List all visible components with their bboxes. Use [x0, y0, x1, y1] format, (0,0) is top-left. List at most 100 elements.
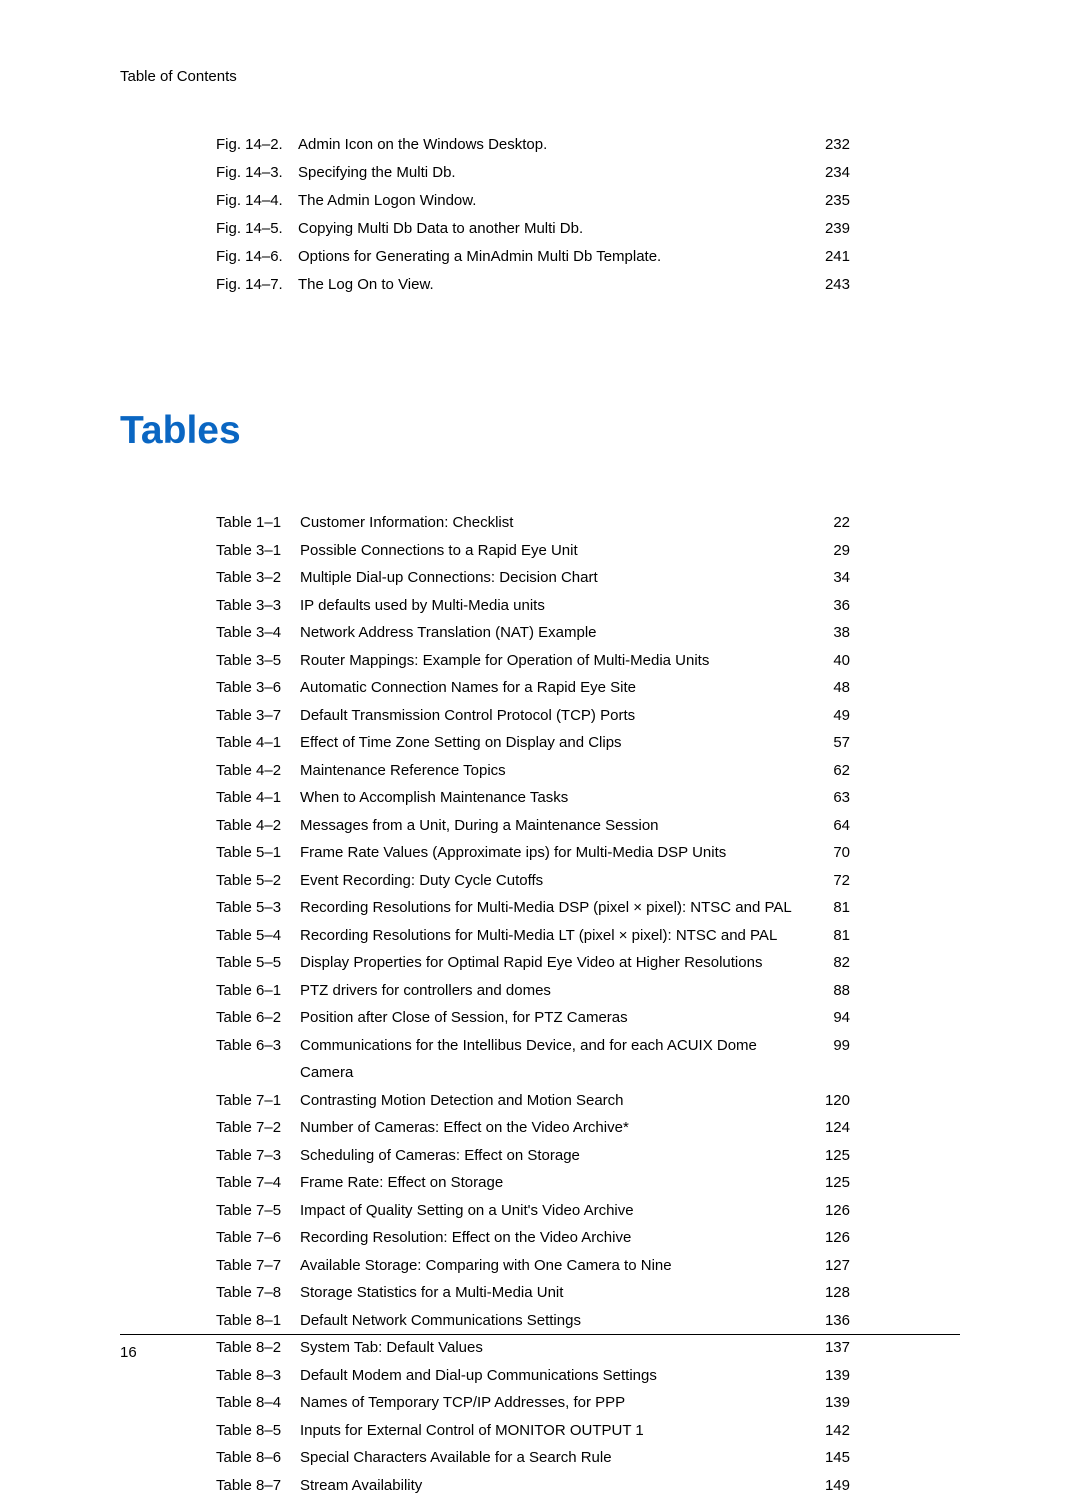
table-id: Table 8–3 — [216, 1362, 300, 1390]
figure-entry: Fig. 14–2.Admin Icon on the Windows Desk… — [216, 131, 850, 159]
table-page: 136 — [810, 1307, 850, 1335]
table-title: Frame Rate Values (Approximate ips) for … — [300, 839, 810, 867]
table-page: 81 — [810, 894, 850, 922]
figure-id: Fig. 14–2. — [216, 131, 298, 159]
table-entry: Table 6–3Communications for the Intellib… — [216, 1032, 850, 1087]
figure-id: Fig. 14–3. — [216, 159, 298, 187]
figure-title: Admin Icon on the Windows Desktop. — [298, 131, 810, 159]
table-id: Table 7–5 — [216, 1197, 300, 1225]
table-entry: Table 8–3Default Modem and Dial-up Commu… — [216, 1362, 850, 1390]
table-page: 29 — [810, 537, 850, 565]
table-id: Table 8–4 — [216, 1389, 300, 1417]
figure-title: Specifying the Multi Db. — [298, 159, 810, 187]
table-title: Available Storage: Comparing with One Ca… — [300, 1252, 810, 1280]
table-entry: Table 7–5Impact of Quality Setting on a … — [216, 1197, 850, 1225]
table-entry: Table 3–3IP defaults used by Multi-Media… — [216, 592, 850, 620]
table-title: Recording Resolutions for Multi-Media LT… — [300, 922, 810, 950]
table-page: 88 — [810, 977, 850, 1005]
table-title: Customer Information: Checklist — [300, 509, 810, 537]
table-title: Scheduling of Cameras: Effect on Storage — [300, 1142, 810, 1170]
table-page: 125 — [810, 1142, 850, 1170]
table-id: Table 3–6 — [216, 674, 300, 702]
table-id: Table 7–3 — [216, 1142, 300, 1170]
table-entry: Table 7–7Available Storage: Comparing wi… — [216, 1252, 850, 1280]
table-id: Table 3–3 — [216, 592, 300, 620]
table-page: 125 — [810, 1169, 850, 1197]
table-id: Table 7–1 — [216, 1087, 300, 1115]
figure-page: 241 — [810, 243, 850, 271]
table-id: Table 3–1 — [216, 537, 300, 565]
table-title: Possible Connections to a Rapid Eye Unit — [300, 537, 810, 565]
table-entry: Table 8–2System Tab: Default Values137 — [216, 1334, 850, 1362]
table-id: Table 3–7 — [216, 702, 300, 730]
table-title: Storage Statistics for a Multi-Media Uni… — [300, 1279, 810, 1307]
document-page: Table of Contents Fig. 14–2.Admin Icon o… — [0, 0, 1080, 1397]
table-id: Table 8–7 — [216, 1472, 300, 1499]
table-entry: Table 7–8Storage Statistics for a Multi-… — [216, 1279, 850, 1307]
table-title: Names of Temporary TCP/IP Addresses, for… — [300, 1389, 810, 1417]
table-id: Table 8–2 — [216, 1334, 300, 1362]
table-title: Stream Availability — [300, 1472, 810, 1499]
table-title: Number of Cameras: Effect on the Video A… — [300, 1114, 810, 1142]
table-entry: Table 8–5Inputs for External Control of … — [216, 1417, 850, 1445]
table-title: PTZ drivers for controllers and domes — [300, 977, 810, 1005]
table-id: Table 3–2 — [216, 564, 300, 592]
table-entry: Table 6–1PTZ drivers for controllers and… — [216, 977, 850, 1005]
table-title: Maintenance Reference Topics — [300, 757, 810, 785]
table-page: 94 — [810, 1004, 850, 1032]
table-title: Event Recording: Duty Cycle Cutoffs — [300, 867, 810, 895]
table-entry: Table 7–6Recording Resolution: Effect on… — [216, 1224, 850, 1252]
footer-rule — [120, 1334, 960, 1335]
table-entry: Table 8–4Names of Temporary TCP/IP Addre… — [216, 1389, 850, 1417]
table-entry: Table 8–7Stream Availability149 — [216, 1472, 850, 1499]
table-id: Table 5–3 — [216, 894, 300, 922]
table-id: Table 5–4 — [216, 922, 300, 950]
table-title: When to Accomplish Maintenance Tasks — [300, 784, 810, 812]
table-entry: Table 3–1Possible Connections to a Rapid… — [216, 537, 850, 565]
table-entry: Table 7–3Scheduling of Cameras: Effect o… — [216, 1142, 850, 1170]
table-id: Table 7–8 — [216, 1279, 300, 1307]
table-title: Contrasting Motion Detection and Motion … — [300, 1087, 810, 1115]
table-page: 70 — [810, 839, 850, 867]
table-id: Table 6–3 — [216, 1032, 300, 1087]
table-page: 126 — [810, 1197, 850, 1225]
table-page: 62 — [810, 757, 850, 785]
table-title: Messages from a Unit, During a Maintenan… — [300, 812, 810, 840]
table-id: Table 6–1 — [216, 977, 300, 1005]
table-page: 99 — [810, 1032, 850, 1087]
page-number: 16 — [120, 1344, 137, 1361]
table-id: Table 3–5 — [216, 647, 300, 675]
table-page: 124 — [810, 1114, 850, 1142]
table-entry: Table 3–7Default Transmission Control Pr… — [216, 702, 850, 730]
table-entry: Table 5–5Display Properties for Optimal … — [216, 949, 850, 977]
table-id: Table 1–1 — [216, 509, 300, 537]
figure-page: 232 — [810, 131, 850, 159]
table-title: Recording Resolution: Effect on the Vide… — [300, 1224, 810, 1252]
table-title: Inputs for External Control of MONITOR O… — [300, 1417, 810, 1445]
table-entry: Table 3–2Multiple Dial-up Connections: D… — [216, 564, 850, 592]
table-entry: Table 5–3Recording Resolutions for Multi… — [216, 894, 850, 922]
table-entry: Table 3–6Automatic Connection Names for … — [216, 674, 850, 702]
table-id: Table 8–5 — [216, 1417, 300, 1445]
table-page: 81 — [810, 922, 850, 950]
running-header: Table of Contents — [120, 68, 960, 85]
table-title: Automatic Connection Names for a Rapid E… — [300, 674, 810, 702]
table-id: Table 7–4 — [216, 1169, 300, 1197]
table-page: 82 — [810, 949, 850, 977]
table-page: 137 — [810, 1334, 850, 1362]
figure-title: Copying Multi Db Data to another Multi D… — [298, 215, 810, 243]
table-page: 57 — [810, 729, 850, 757]
figure-id: Fig. 14–6. — [216, 243, 298, 271]
table-entry: Table 4–1When to Accomplish Maintenance … — [216, 784, 850, 812]
table-page: 64 — [810, 812, 850, 840]
table-entry: Table 4–2Messages from a Unit, During a … — [216, 812, 850, 840]
table-title: Recording Resolutions for Multi-Media DS… — [300, 894, 810, 922]
table-title: Router Mappings: Example for Operation o… — [300, 647, 810, 675]
figure-page: 235 — [810, 187, 850, 215]
table-id: Table 7–2 — [216, 1114, 300, 1142]
figure-title: The Admin Logon Window. — [298, 187, 810, 215]
table-title: System Tab: Default Values — [300, 1334, 810, 1362]
table-page: 145 — [810, 1444, 850, 1472]
table-entry: Table 8–1Default Network Communications … — [216, 1307, 850, 1335]
table-entry: Table 4–1Effect of Time Zone Setting on … — [216, 729, 850, 757]
